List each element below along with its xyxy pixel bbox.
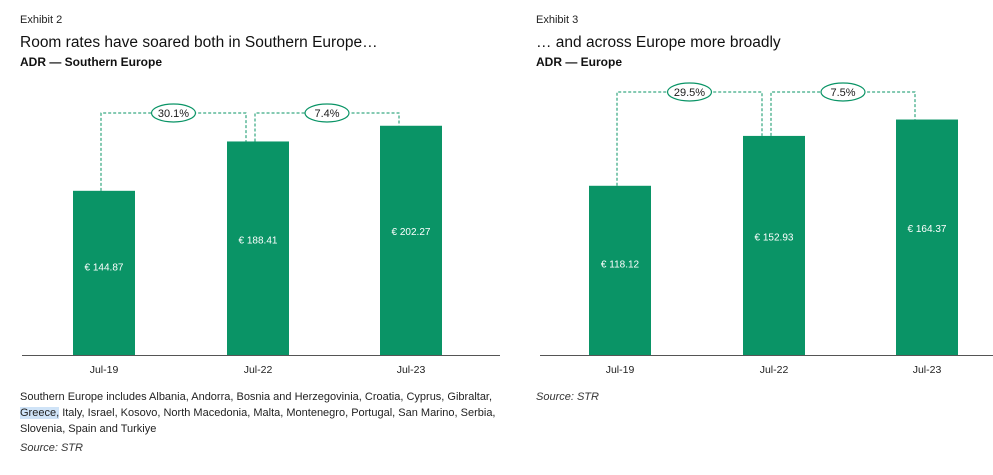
region-note: Southern Europe includes Albania, Andorr… xyxy=(20,389,500,437)
chart-subtitle: ADR — Europe xyxy=(536,55,623,69)
exhibit-label: Exhibit 3 xyxy=(536,14,579,26)
bar-value-label: € 144.87 xyxy=(85,262,124,273)
x-tick-label: Jul-23 xyxy=(397,364,426,376)
x-tick-label: Jul-19 xyxy=(606,364,635,376)
bar-value-label: € 202.27 xyxy=(392,227,431,238)
bar-chart-europe: € 118.12 Jul-19 € 152.93 Jul-22 € 164.37 Jul-… xyxy=(540,82,993,376)
bar-value-label: € 164.37 xyxy=(908,224,947,235)
source-note: Source: STR xyxy=(536,391,599,403)
x-tick-label: Jul-22 xyxy=(760,364,789,376)
change-pill xyxy=(666,82,713,102)
bar-jul-19 xyxy=(73,190,135,355)
change-pill xyxy=(150,103,197,123)
bar-jul-23 xyxy=(896,119,958,355)
bar-value-label: € 152.93 xyxy=(755,233,794,244)
bar-jul-22 xyxy=(743,135,805,355)
change-pill xyxy=(820,82,866,102)
exhibit-3-panel: Exhibit 3 … and across Europe more broad… xyxy=(520,0,993,475)
bar-chart-southern-europe: € 144.87 Jul-19 € 188.41 Jul-22 € 202.27 Jul-… xyxy=(22,103,500,376)
chart-title: Room rates have soared both in Southern … xyxy=(20,34,378,51)
x-tick-label: Jul-23 xyxy=(913,364,942,376)
change-label: 7.5% xyxy=(830,87,855,99)
x-tick-label: Jul-22 xyxy=(244,364,273,376)
exhibit-2-panel: Exhibit 2 Room rates have soared both in… xyxy=(20,14,500,454)
bar-value-label: € 118.12 xyxy=(601,260,640,271)
note-text-start: Southern Europe includes Albania, Andorr… xyxy=(20,391,493,403)
note-highlight: Greece, xyxy=(20,407,60,419)
bar-jul-22 xyxy=(227,141,289,355)
chart-title: … and across Europe more broadly xyxy=(536,34,781,51)
change-pill xyxy=(304,103,350,123)
change-label: 7.4% xyxy=(314,108,339,120)
source-note: Source: STR xyxy=(20,442,83,454)
bar-jul-19 xyxy=(589,185,651,355)
exhibit-label: Exhibit 2 xyxy=(20,14,63,26)
bar-value-label: € 188.41 xyxy=(239,236,278,247)
bar-jul-23 xyxy=(380,125,442,355)
chart-subtitle: ADR — Southern Europe xyxy=(20,55,163,69)
change-label: 30.1% xyxy=(158,108,189,120)
change-label: 29.5% xyxy=(674,87,705,99)
note-text-end: Italy, Israel, Kosovo, North Macedonia, … xyxy=(20,407,496,435)
change-connector xyxy=(616,91,763,186)
x-tick-label: Jul-19 xyxy=(90,364,119,376)
